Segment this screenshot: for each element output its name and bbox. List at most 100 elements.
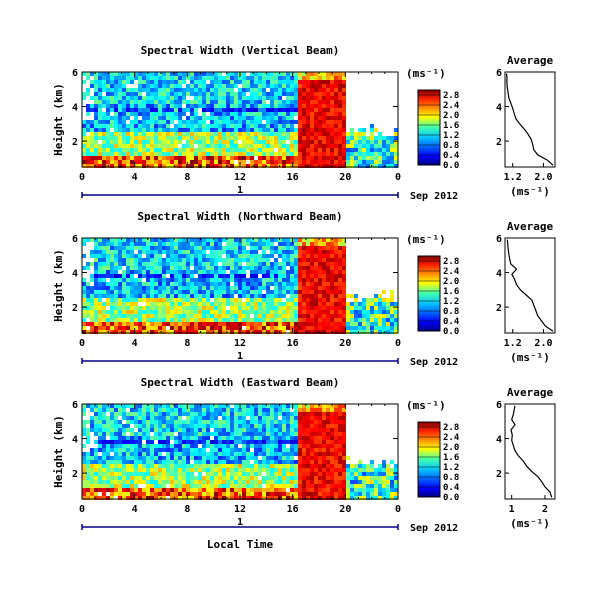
heatmap-cell [270, 274, 274, 278]
heatmap-cell [146, 286, 150, 290]
heatmap-cell [290, 428, 294, 432]
heatmap-cell [374, 148, 378, 152]
heatmap-cell [358, 472, 362, 476]
heatmap-cell [278, 254, 282, 258]
heatmap-cell [346, 156, 350, 160]
heatmap-cell [246, 152, 250, 156]
heatmap-cell [374, 314, 378, 318]
heatmap-cell [290, 432, 294, 436]
heatmap-cell [158, 310, 162, 314]
heatmap-cell [270, 404, 274, 408]
heatmap-cell [110, 448, 114, 452]
heatmap-cell [334, 310, 338, 314]
heatmap-cell [318, 322, 322, 326]
heatmap-cell [94, 164, 98, 168]
heatmap-cell [202, 84, 206, 88]
heatmap-cell [230, 330, 234, 334]
heatmap-cell [222, 120, 226, 124]
heatmap-cell [334, 464, 338, 468]
heatmap-cell [294, 278, 298, 282]
heatmap-cell [218, 164, 222, 168]
heatmap-cell [258, 468, 262, 472]
heatmap-cell [390, 144, 394, 148]
heatmap-cell [270, 440, 274, 444]
heatmap-cell [162, 120, 166, 124]
heatmap-cell [278, 484, 282, 488]
heatmap-cell [178, 444, 182, 448]
heatmap-cell [146, 96, 150, 100]
heatmap-cell [106, 302, 110, 306]
heatmap-cell [102, 160, 106, 164]
heatmap-cell [194, 428, 198, 432]
heatmap-cell [178, 152, 182, 156]
heatmap-cell [370, 318, 374, 322]
heatmap-cell [314, 250, 318, 254]
heatmap-cell [190, 254, 194, 258]
heatmap-cell [302, 412, 306, 416]
heatmap-cell [198, 488, 202, 492]
heatmap-cell [178, 310, 182, 314]
heatmap-cell [130, 492, 134, 496]
heatmap-cell [326, 428, 330, 432]
heatmap-cell [190, 270, 194, 274]
heatmap-cell [186, 100, 190, 104]
heatmap-cell [294, 286, 298, 290]
heatmap-cell [274, 302, 278, 306]
heatmap-cell [114, 258, 118, 262]
heatmap-cell [150, 148, 154, 152]
heatmap-cell [222, 476, 226, 480]
heatmap-cell [262, 330, 266, 334]
heatmap-cell [314, 314, 318, 318]
heatmap-cell [146, 424, 150, 428]
heatmap-cell [318, 274, 322, 278]
heatmap-cell [206, 484, 210, 488]
heatmap-cell [222, 128, 226, 132]
heatmap-cell [178, 164, 182, 168]
heatmap-cell [226, 302, 230, 306]
heatmap-cell [290, 112, 294, 116]
heatmap-cell [342, 420, 346, 424]
heatmap-cell [86, 452, 90, 456]
heatmap-cell [258, 152, 262, 156]
heatmap-cell [270, 116, 274, 120]
heatmap-cell [214, 112, 218, 116]
heatmap-cell [82, 238, 86, 242]
heatmap-cell [194, 444, 198, 448]
heatmap-cell [202, 250, 206, 254]
heatmap-cell [394, 160, 398, 164]
heatmap-cell [202, 72, 206, 76]
heatmap-cell [226, 242, 230, 246]
heatmap-cell [134, 408, 138, 412]
heatmap-cell [122, 124, 126, 128]
heatmap-cell [358, 156, 362, 160]
heatmap-cell [262, 310, 266, 314]
heatmap-cell [318, 456, 322, 460]
heatmap-cell [146, 152, 150, 156]
heatmap-cell [190, 246, 194, 250]
heatmap-cell [270, 108, 274, 112]
heatmap-cell [138, 88, 142, 92]
heatmap-cell [270, 314, 274, 318]
heatmap-cell [218, 310, 222, 314]
heatmap-cell [318, 266, 322, 270]
heatmap-cell [182, 274, 186, 278]
heatmap-cell [206, 274, 210, 278]
heatmap-cell [138, 100, 142, 104]
heatmap-cell [314, 100, 318, 104]
heatmap-cell [334, 270, 338, 274]
heatmap-cell [150, 436, 154, 440]
heatmap-cell [294, 238, 298, 242]
heatmap-cell [118, 124, 122, 128]
heatmap-cell [374, 476, 378, 480]
heatmap-cell [110, 322, 114, 326]
heatmap-cell [278, 294, 282, 298]
heatmap-cell [118, 88, 122, 92]
heatmap-cell [322, 428, 326, 432]
heatmap-cell [94, 298, 98, 302]
heatmap-cell [178, 242, 182, 246]
heatmap-cell [154, 246, 158, 250]
heatmap-cell [214, 298, 218, 302]
heatmap-cell [94, 246, 98, 250]
heatmap-cell [286, 306, 290, 310]
heatmap-cell [302, 278, 306, 282]
